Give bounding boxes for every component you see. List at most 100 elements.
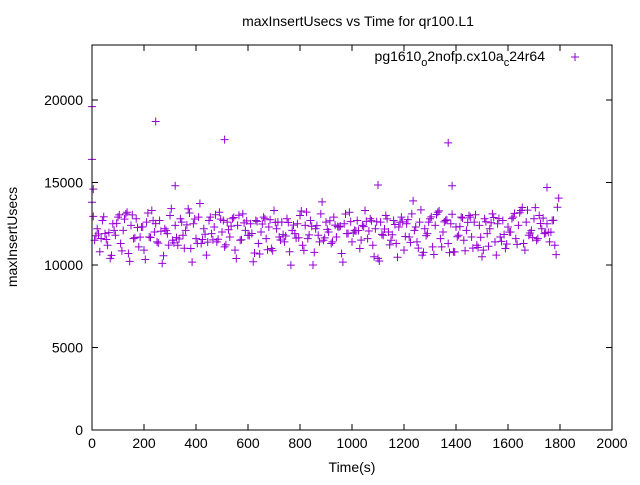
data-point [335,223,343,232]
data-point [537,224,546,233]
data-point [166,211,174,220]
data-point [195,199,204,208]
data-point [376,218,385,227]
data-point [400,246,408,255]
data-point [171,221,180,230]
data-point [522,218,531,227]
data-point [202,251,211,260]
data-point [341,209,350,218]
data-point [95,247,104,256]
data-point [444,138,453,147]
x-tick-label: 1600 [492,435,523,451]
data-point [527,226,536,235]
data-point [117,246,126,255]
data-point [218,227,226,236]
data-point [185,208,194,217]
y-axis-label: maxInsertUsecs [4,187,20,287]
data-point [531,203,540,212]
data-point [458,214,467,223]
data-point [219,216,228,225]
data-point [164,241,173,250]
data-point [450,247,459,256]
data-point [338,258,347,267]
data-point [234,211,243,220]
data-point [257,227,265,236]
data-point [481,217,490,226]
data-point [296,211,304,220]
data-point [442,215,451,224]
data-point [220,135,229,144]
data-point [312,221,321,230]
data-point [519,239,528,248]
data-point [207,229,216,238]
data-point [107,251,116,260]
data-point [552,250,561,259]
data-point [197,239,206,248]
data-point [327,239,336,248]
data-point [539,214,548,223]
data-point [474,243,483,252]
data-point [272,224,281,233]
data-point [388,230,397,239]
data-point [151,117,160,126]
data-point [466,213,475,222]
data-point [322,218,330,227]
data-point [199,224,208,233]
data-point [494,214,503,223]
data-point [446,219,455,228]
data-point [310,248,319,257]
data-point [550,241,559,250]
data-point [194,213,203,222]
data-point [203,238,212,247]
data-point [427,212,436,221]
data-point [328,237,337,246]
data-point [549,216,558,225]
data-point [181,226,190,235]
data-point [132,214,141,223]
chart-title: maxInsertUsecs vs Time for qr100.L1 [242,13,474,29]
data-point [141,255,150,264]
data-point [363,234,372,243]
data-point [158,259,167,268]
data-point [127,221,135,230]
data-point [488,209,497,218]
data-point [120,215,129,224]
data-point [225,232,234,241]
axes: 0 200 400 600 800 1000 1200 1400 1600 1800 2000050… [44,45,628,451]
data-point [487,218,496,227]
legend-label-part: pg1610 [375,48,422,64]
data-point [159,251,168,260]
data-point [520,246,529,255]
data-point [359,222,368,231]
data-point [306,216,315,225]
data-point [142,218,151,227]
legend-label-part: 24r64 [509,48,545,64]
data-point [502,240,511,249]
data-point [530,214,538,223]
data-point [424,218,433,227]
data-point [540,229,549,238]
data-point [188,258,197,267]
data-point [398,217,407,226]
y-tick-label: 10000 [44,257,83,273]
x-tick-label: 1000 [336,435,367,451]
data-point [138,222,147,231]
data-point [325,216,334,225]
data-point [374,180,382,189]
data-point [407,209,416,218]
data-point [479,246,488,255]
x-tick-label: 1800 [544,435,575,451]
data-point [533,234,542,243]
data-point [227,222,236,231]
data-point [509,213,518,222]
data-point [489,213,498,222]
data-point [409,196,418,205]
data-point [175,234,184,243]
data-point [426,214,434,223]
x-tick-label: 2000 [596,435,627,451]
data-point [315,237,324,246]
data-point [383,214,392,223]
data-point [290,229,299,238]
data-point [270,206,278,215]
data-point [491,237,499,246]
